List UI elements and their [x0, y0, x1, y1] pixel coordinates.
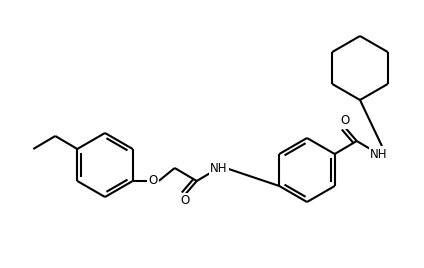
Text: O: O	[340, 114, 349, 128]
Text: NH: NH	[210, 162, 227, 174]
Text: O: O	[148, 174, 157, 188]
Text: O: O	[180, 195, 190, 207]
Text: NH: NH	[370, 147, 388, 161]
